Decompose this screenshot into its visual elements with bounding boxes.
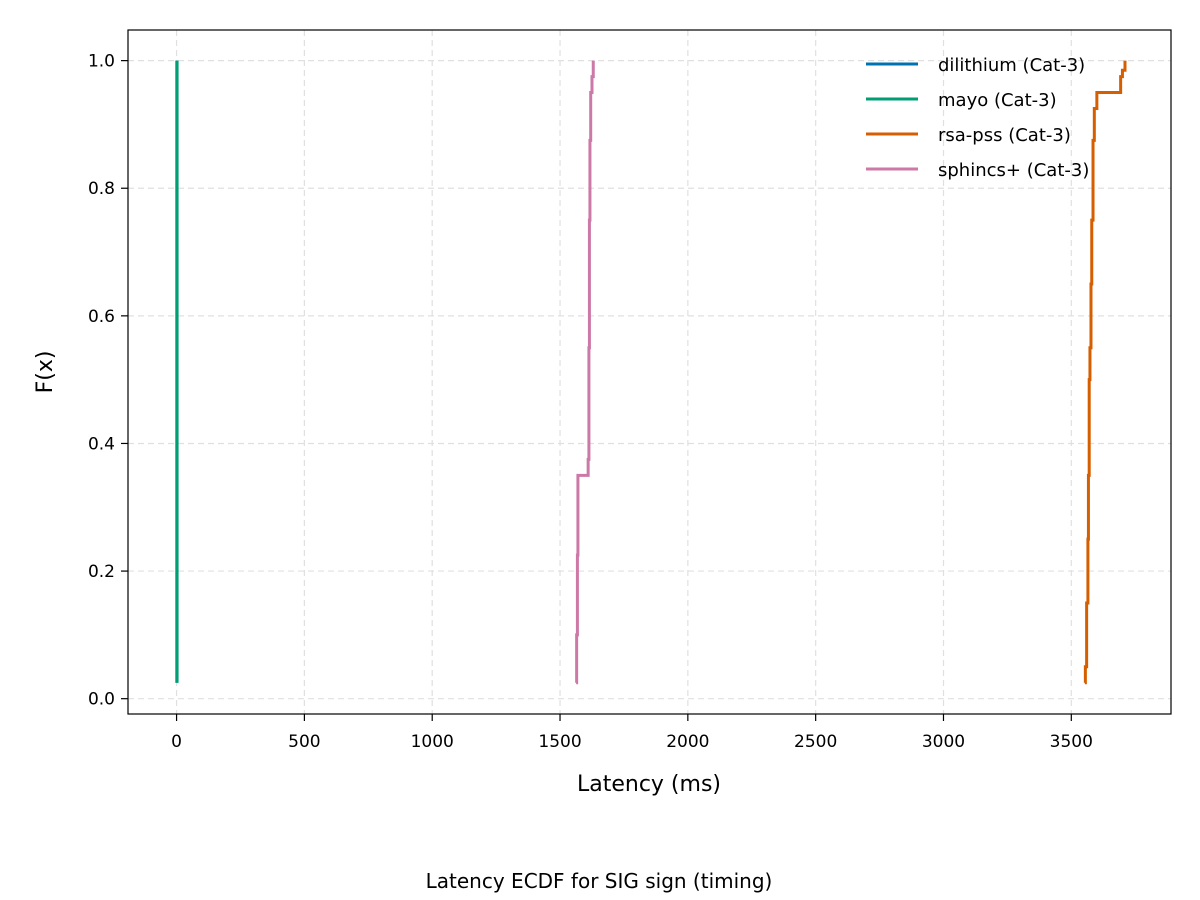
grid (128, 30, 1171, 714)
x-tick-label: 0 (171, 732, 182, 752)
plot-frame (127, 29, 1172, 715)
legend-entry: sphincs+ (Cat-3) (938, 160, 1089, 181)
y-tick-label: 1.0 (88, 52, 115, 72)
x-tick-label: 1000 (411, 732, 454, 752)
y-axis-label: F(x) (33, 351, 58, 394)
y-tick-label: 0.4 (88, 434, 115, 454)
x-tick-label: 500 (288, 732, 320, 752)
axis-ticks: 0 500 1000 1500 2000 2500 3000 3500 0.0 0.2 0.4 0.6… (88, 52, 1093, 752)
x-tick-label: 1500 (538, 732, 581, 752)
legend-entry: rsa-pss (Cat-3) (938, 125, 1071, 146)
legend-entry: dilithium (Cat-3) (938, 55, 1085, 76)
y-tick-label: 0.0 (88, 690, 115, 710)
x-tick-label: 3000 (922, 732, 965, 752)
x-tick-label: 2500 (794, 732, 837, 752)
y-tick-label: 0.6 (88, 307, 115, 327)
legend-entry: mayo (Cat-3) (938, 90, 1057, 111)
y-tick-label: 0.8 (88, 179, 115, 199)
series-line-3 (575, 60, 595, 685)
x-tick-label: 3500 (1050, 732, 1093, 752)
series-lines (175, 60, 1127, 685)
y-tick-label: 0.2 (88, 562, 115, 582)
legend: dilithium (Cat-3) mayo (Cat-3) rsa-pss (Ca… (866, 55, 1089, 181)
chart-caption: Latency ECDF for SIG sign (timing) (426, 869, 773, 893)
x-axis-label: Latency (ms) (577, 772, 721, 797)
x-tick-label: 2000 (666, 732, 709, 752)
series-line-2 (1083, 60, 1127, 685)
